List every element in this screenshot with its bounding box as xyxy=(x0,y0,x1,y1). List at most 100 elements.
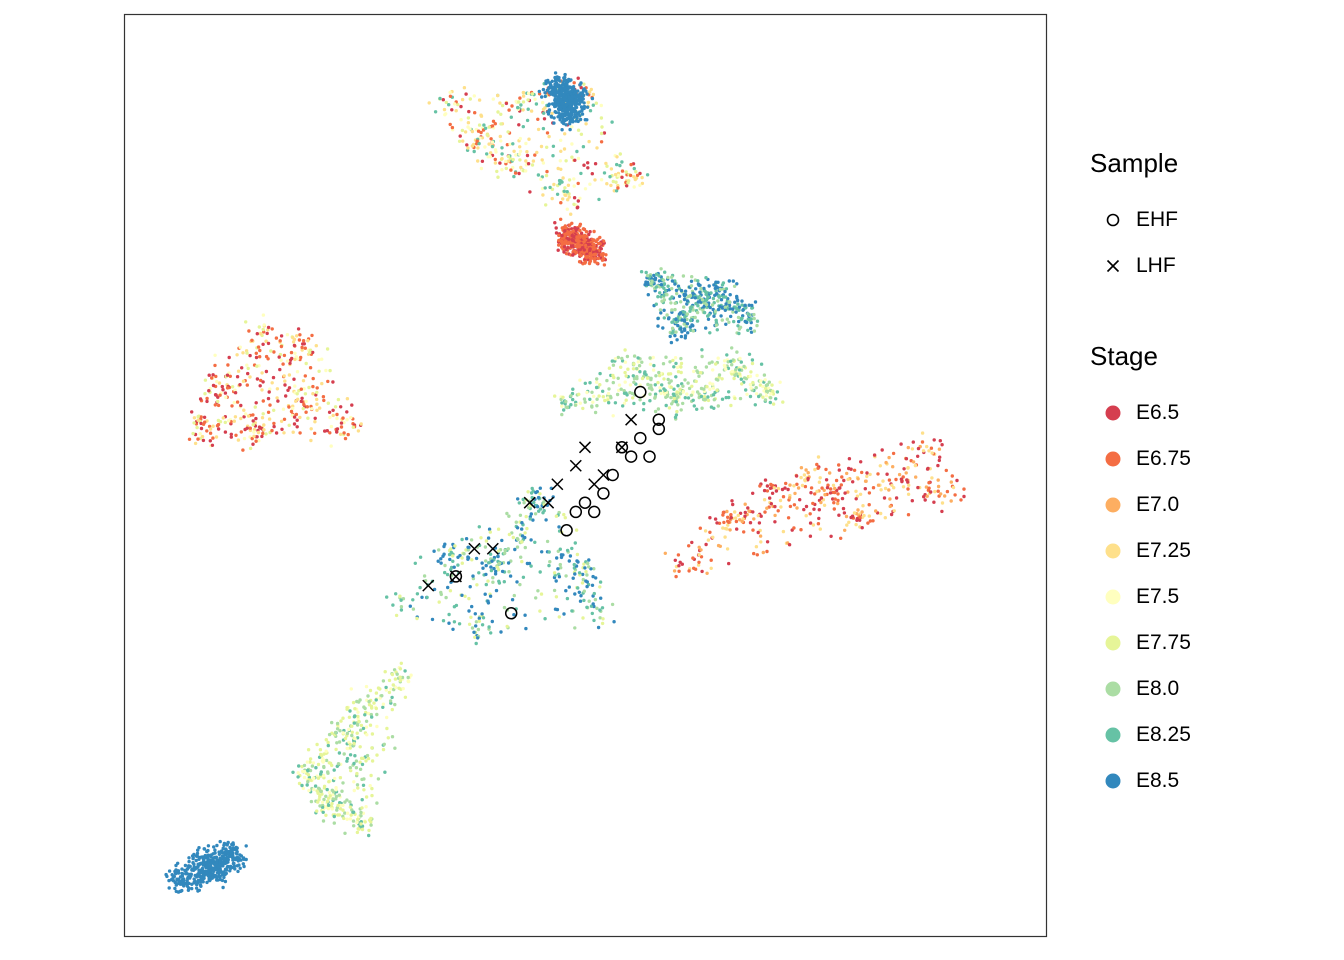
cell-point xyxy=(769,502,773,506)
cell-point xyxy=(507,532,512,537)
cell-point xyxy=(254,416,258,421)
cell-point xyxy=(693,365,698,370)
cell-point xyxy=(599,178,604,182)
cell-point xyxy=(640,376,645,381)
cell-point xyxy=(518,158,522,162)
cell-point xyxy=(578,235,582,239)
cell-point xyxy=(321,760,325,764)
cell-point xyxy=(678,387,682,391)
cell-point xyxy=(316,762,321,767)
cell-point xyxy=(624,170,628,174)
cell-point xyxy=(600,125,604,129)
cell-point xyxy=(585,390,589,395)
cell-point xyxy=(329,444,333,448)
cell-point xyxy=(345,759,349,763)
cell-point xyxy=(846,490,850,494)
cell-point xyxy=(267,390,271,394)
cell-point xyxy=(488,594,493,598)
cell-point xyxy=(180,882,185,886)
cell-point xyxy=(518,513,523,517)
cell-point xyxy=(581,406,585,411)
cell-point xyxy=(693,315,697,320)
cell-point xyxy=(759,362,764,366)
cell-point xyxy=(578,252,582,257)
cell-point xyxy=(662,278,666,282)
cell-point xyxy=(448,94,453,99)
cell-point xyxy=(787,543,792,547)
cell-point xyxy=(843,491,847,495)
cell-point xyxy=(228,374,232,378)
cell-point xyxy=(363,820,367,824)
cell-point xyxy=(756,530,760,535)
cell-point xyxy=(210,376,214,380)
cell-point xyxy=(513,547,517,552)
cell-point xyxy=(742,364,746,369)
cell-point xyxy=(725,317,729,321)
cell-point xyxy=(669,301,673,305)
cell-point xyxy=(679,300,683,304)
cell-point xyxy=(218,865,222,869)
ehf-point xyxy=(634,431,647,445)
cell-point xyxy=(591,602,595,606)
cell-point xyxy=(584,122,588,126)
cell-point xyxy=(248,375,252,379)
cell-point xyxy=(599,247,603,251)
cell-point xyxy=(653,392,658,396)
cell-point xyxy=(499,112,503,117)
cell-point xyxy=(708,530,712,534)
cell-point xyxy=(911,440,915,444)
cell-point xyxy=(812,507,816,511)
cell-point xyxy=(261,327,265,332)
cell-point xyxy=(650,279,654,283)
cell-point xyxy=(542,111,546,115)
cell-point xyxy=(309,799,314,804)
legend-label: E7.25 xyxy=(1136,539,1191,562)
cell-point xyxy=(711,368,715,372)
cell-point xyxy=(200,874,205,879)
cell-point xyxy=(562,96,567,101)
cell-point xyxy=(661,326,665,330)
cell-point xyxy=(840,475,844,479)
cell-point xyxy=(422,574,427,578)
cell-point xyxy=(656,380,660,385)
cell-point xyxy=(207,373,211,377)
cell-point xyxy=(962,494,966,499)
cell-point xyxy=(600,621,605,626)
cell-point xyxy=(740,519,744,524)
cell-point xyxy=(197,846,201,850)
cell-point xyxy=(563,186,567,190)
cell-point xyxy=(949,499,953,503)
cell-point xyxy=(540,95,544,99)
cell-point xyxy=(950,474,954,478)
cell-point xyxy=(613,172,618,177)
cell-point xyxy=(567,95,572,100)
cell-point xyxy=(299,387,303,391)
cell-point xyxy=(500,168,504,172)
cell-point xyxy=(802,507,806,512)
cell-point xyxy=(442,107,447,112)
cell-point xyxy=(615,392,620,397)
cell-point xyxy=(261,431,265,436)
cell-point xyxy=(691,556,695,560)
cell-point xyxy=(891,451,896,456)
cell-point xyxy=(274,336,279,340)
cell-point xyxy=(187,437,192,441)
cell-point xyxy=(534,596,538,600)
cell-point xyxy=(698,371,703,375)
cell-point xyxy=(630,391,635,396)
cell-point xyxy=(311,777,316,781)
cell-point xyxy=(529,538,533,542)
cell-point xyxy=(223,852,227,857)
cell-point xyxy=(480,561,484,565)
cell-point xyxy=(576,156,581,161)
cell-point xyxy=(813,492,817,496)
cell-point xyxy=(292,377,296,381)
cell-point xyxy=(251,423,255,427)
cell-point xyxy=(287,386,292,390)
cell-point xyxy=(286,388,290,392)
cell-point xyxy=(297,764,301,768)
cell-point xyxy=(248,426,252,430)
cell-point xyxy=(468,585,472,589)
cell-point xyxy=(314,344,318,348)
cell-point xyxy=(733,300,737,304)
